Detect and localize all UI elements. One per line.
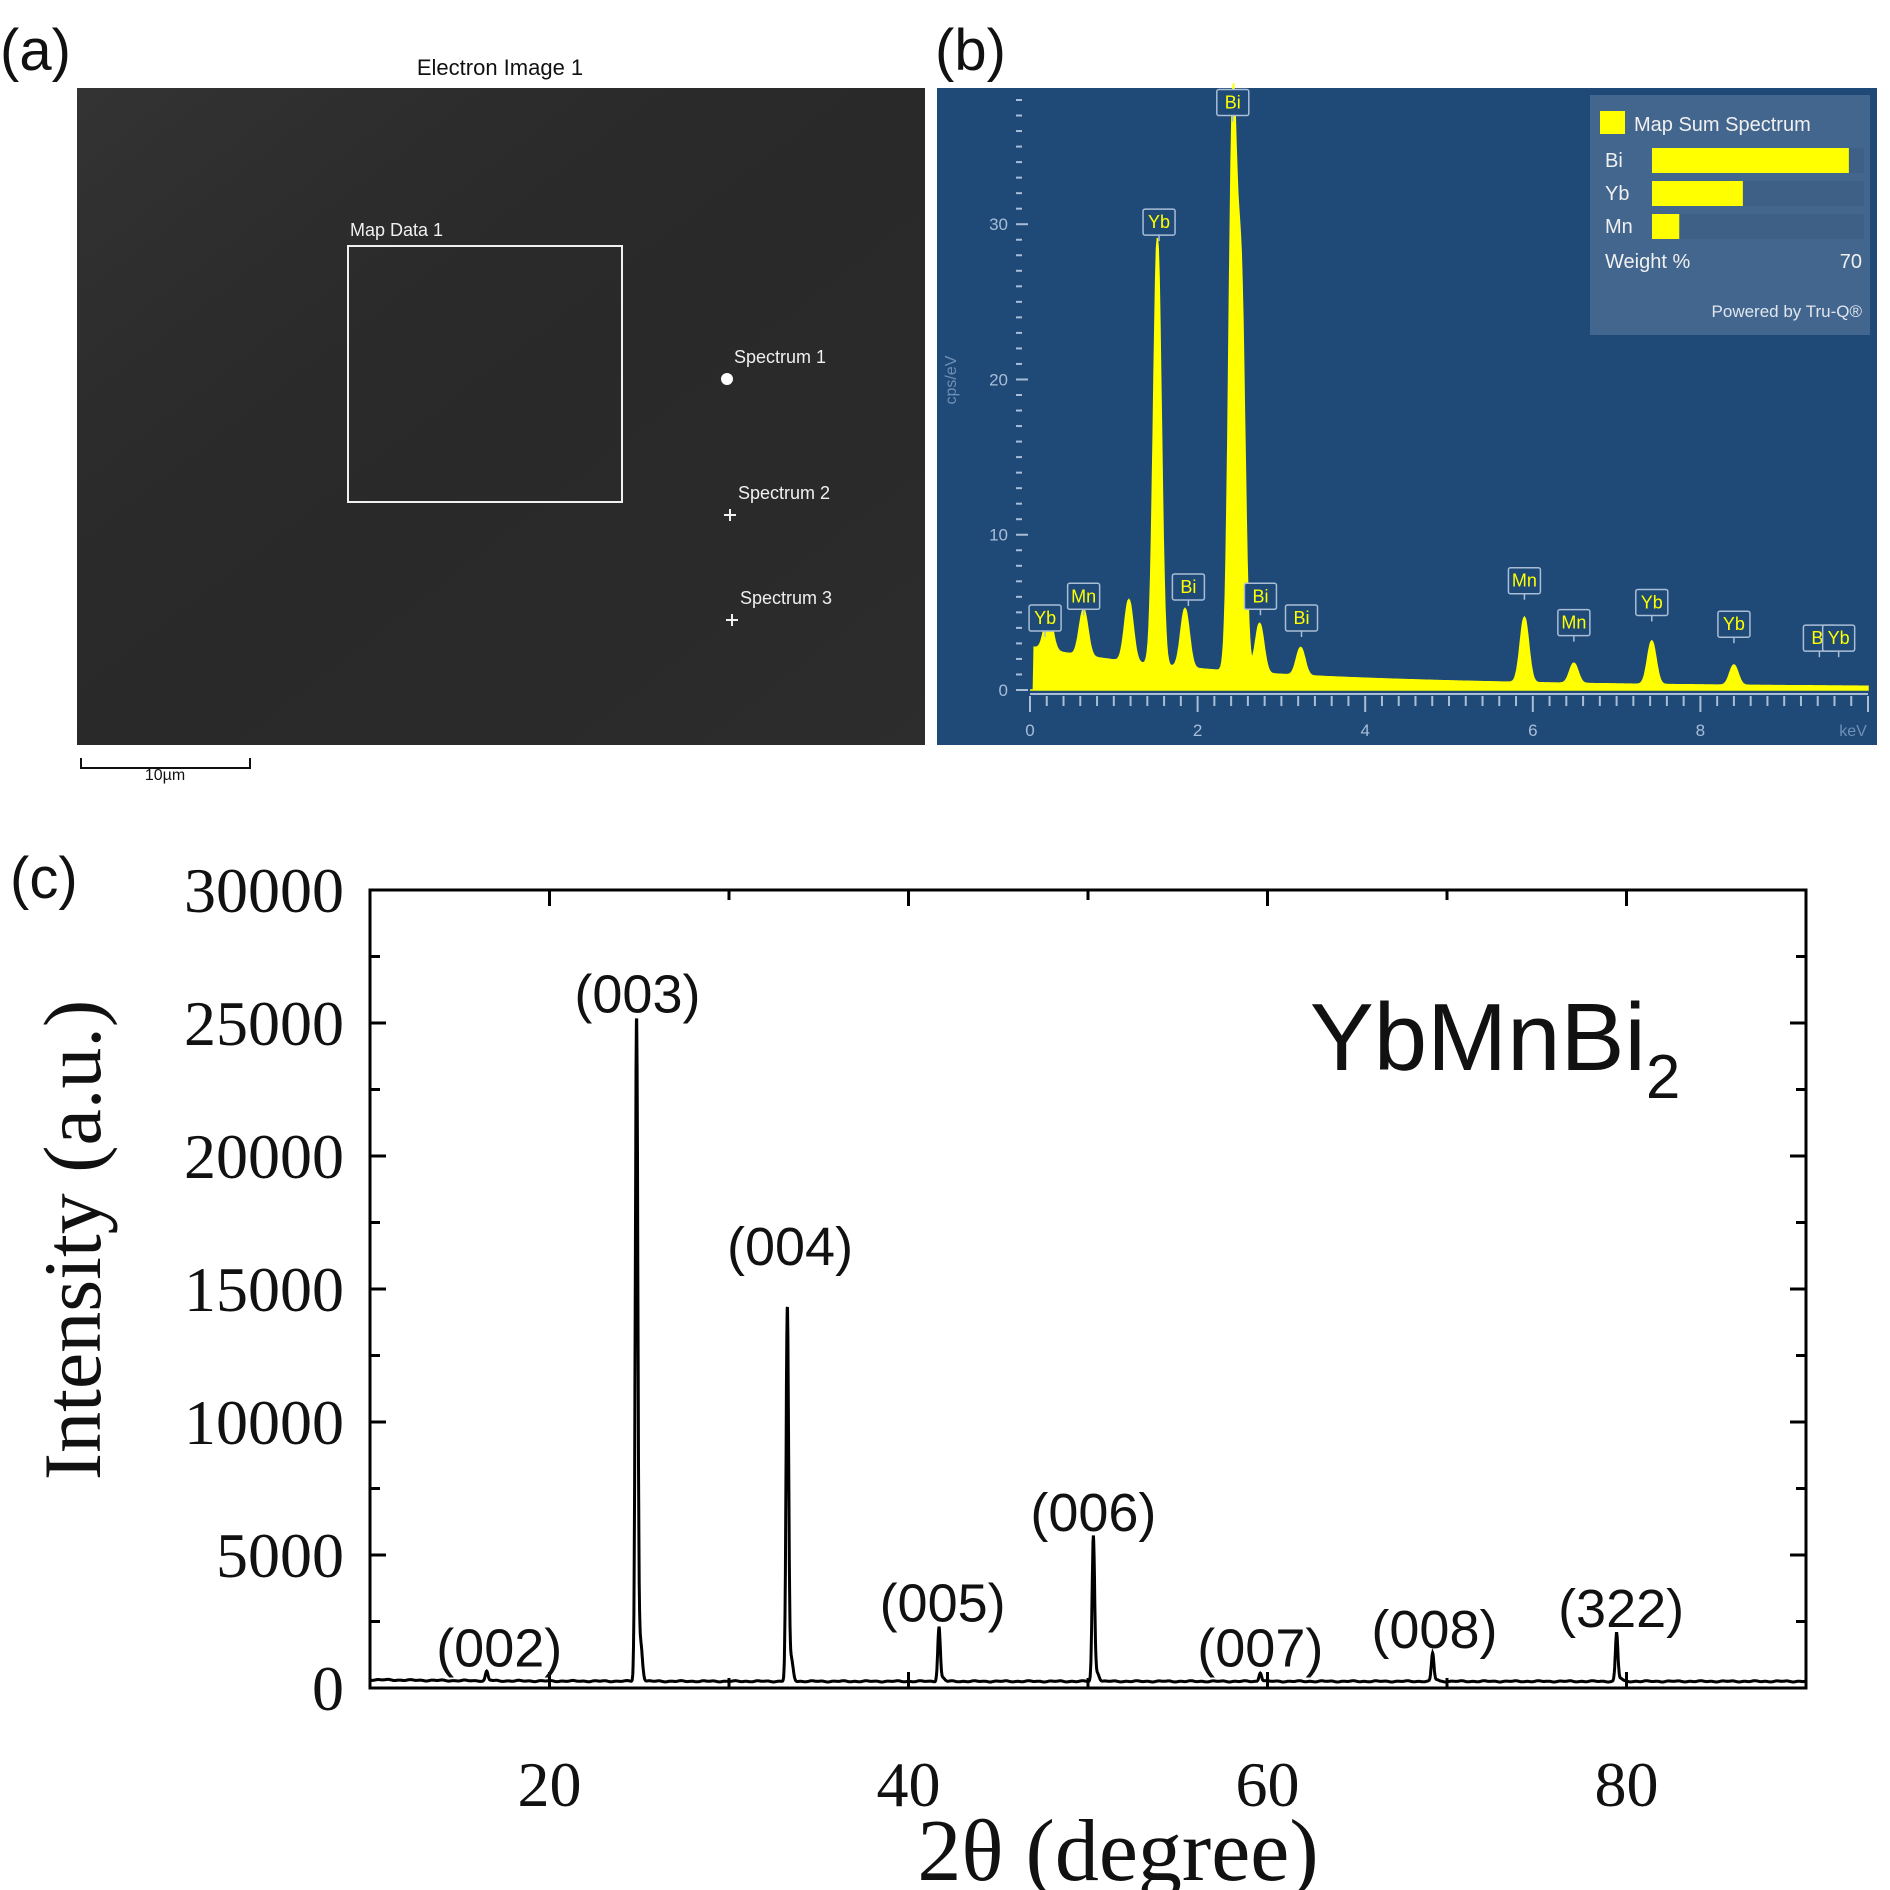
xrd-ytick-label: 15000 (184, 1254, 344, 1325)
eds-xtick-label: 0 (1025, 721, 1034, 740)
panel-a: (a) Electron Image 1 Map Data 1 Spectrum… (0, 18, 925, 784)
eds-peak-label: Yb (1635, 588, 1669, 622)
compound-subscript: 2 (1646, 1043, 1680, 1112)
xrd-ytick-label: 30000 (184, 855, 344, 926)
xrd-ytick-label: 20000 (184, 1121, 344, 1192)
spectrum-3-label: Spectrum 3 (740, 588, 832, 608)
map-data-label: Map Data 1 (350, 220, 443, 240)
eds-ylabel: cps/eV (943, 355, 960, 404)
sem-texture (77, 88, 925, 745)
electron-image-title: Electron Image 1 (417, 55, 583, 80)
xrd-peak-label: (006) (1030, 1483, 1156, 1543)
legend-axis-label: Weight % (1605, 251, 1690, 273)
spectrum-2-marker (724, 509, 736, 521)
eds-ytick-label: 30 (989, 215, 1008, 234)
xrd-ytick-label: 10000 (184, 1387, 344, 1458)
svg-text:Bi: Bi (1252, 586, 1268, 606)
eds-xlabel: keV (1839, 723, 1867, 740)
eds-ytick-label: 10 (989, 526, 1008, 545)
xrd-peak-label: (007) (1197, 1619, 1323, 1679)
eds-peak-label: Bi (1216, 88, 1250, 122)
xrd-peak-label: (003) (574, 964, 700, 1024)
panel-a-letter: (a) (0, 18, 71, 83)
xrd-peak-label: (005) (880, 1574, 1006, 1634)
xrd-ytick-label: 25000 (184, 988, 344, 1059)
xrd-xtick-label: 80 (1595, 1749, 1659, 1820)
xrd-peak-label: (322) (1558, 1579, 1684, 1639)
map-data-box (347, 245, 623, 503)
svg-text:Mn: Mn (1512, 571, 1537, 591)
eds-legend: Map Sum Spectrum Bi Yb Mn Weight % 70 Powe… (1590, 95, 1870, 335)
compound-formula: YbMnBi (1310, 984, 1646, 1091)
eds-peak-label: Bi (1243, 582, 1278, 616)
eds-peak-label: Mn (1557, 608, 1591, 642)
xrd-peak-label: (002) (436, 1619, 562, 1679)
svg-text:Bi: Bi (1294, 608, 1310, 628)
xrd-xtick-label: 60 (1236, 1749, 1300, 1820)
eds-peak-label: Bi (1171, 573, 1206, 606)
scale-bar (80, 758, 251, 769)
eds-xtick-label: 6 (1528, 721, 1537, 740)
eds-peak-label: Yb (1821, 624, 1856, 658)
eds-peak-label: Mn (1507, 566, 1542, 600)
panel-c: (c) 20 40 60 80 0 5000 10000 15000 20000 25000 300… (10, 846, 1808, 1890)
eds-xtick-label: 8 (1696, 721, 1705, 740)
legend-title: Map Sum Spectrum (1634, 114, 1811, 136)
xrd-xtick-label: 20 (518, 1749, 582, 1820)
scale-bar-label: 10µm (145, 767, 185, 784)
legend-axis-max: 70 (1840, 251, 1862, 273)
panel-b-letter: (b) (935, 18, 1006, 83)
legend-bar-bi: Bi (1605, 148, 1864, 173)
eds-axes: 0 10 20 30 0 2 4 6 8 (989, 99, 1869, 740)
svg-text:Yb: Yb (1641, 592, 1663, 612)
svg-text:Yb: Yb (1034, 608, 1056, 628)
eds-peak-labels: Yb Mn Yb Bi Bi Bi Bi Mn Mn Yb Yb Bi Yb (1028, 88, 1856, 658)
legend-swatch (1600, 111, 1625, 134)
eds-peak-label: Yb (1142, 208, 1176, 242)
svg-text:Yb: Yb (1148, 212, 1170, 232)
xrd-peak-label: (004) (727, 1217, 853, 1277)
svg-text:Bi: Bi (1180, 577, 1196, 597)
legend-footer: Powered by Tru-Q® (1712, 302, 1863, 321)
eds-ytick-label: 0 (999, 681, 1008, 700)
eds-peak-label: Bi (1284, 604, 1319, 637)
svg-text:Mn: Mn (1605, 216, 1633, 238)
xrd-xtick-label: 40 (877, 1749, 941, 1820)
svg-text:Yb: Yb (1828, 628, 1850, 648)
svg-text:Bi: Bi (1605, 150, 1623, 172)
xrd-pattern-line (369, 1018, 1807, 1684)
svg-text:Yb: Yb (1605, 183, 1629, 205)
eds-ytick-label: 20 (989, 370, 1008, 389)
legend-bar-yb: Yb (1605, 181, 1864, 206)
legend-bars: Bi Yb Mn (1605, 148, 1864, 239)
legend-bar-mn: Mn (1605, 214, 1864, 239)
panel-c-letter: (c) (10, 846, 78, 911)
eds-peak-label: Yb (1717, 610, 1751, 644)
svg-text:Mn: Mn (1561, 613, 1586, 633)
eds-xtick-label: 2 (1193, 721, 1202, 740)
xrd-annotations: (002) (003) (004) (005) (006) (007) (008) (322) (436, 964, 1684, 1678)
eds-peak-label: Yb (1028, 604, 1062, 637)
compound-label: YbMnBi2 (1310, 984, 1681, 1112)
xrd-ytick-label: 0 (312, 1653, 344, 1724)
spectrum-2-label: Spectrum 2 (738, 483, 830, 503)
spectrum-1-label: Spectrum 1 (734, 347, 826, 367)
eds-peak-label: Mn (1066, 582, 1101, 616)
xrd-ylabel: Intensity (a.u.) (27, 1000, 118, 1480)
xrd-peak-label: (008) (1371, 1600, 1497, 1660)
svg-text:Yb: Yb (1723, 614, 1745, 634)
xrd-xlabel: 2θ (degree) (917, 1803, 1318, 1890)
svg-text:Bi: Bi (1225, 93, 1241, 113)
eds-spectrum (1030, 83, 1869, 691)
xrd-axes: 20 40 60 80 0 5000 10000 15000 20000 25000 30000 (184, 855, 1806, 1820)
svg-text:Mn: Mn (1071, 586, 1096, 606)
spectrum-1-marker (721, 373, 733, 385)
spectrum-3-marker (726, 614, 738, 626)
xrd-ytick-label: 5000 (216, 1520, 344, 1591)
eds-xtick-label: 4 (1360, 721, 1369, 740)
